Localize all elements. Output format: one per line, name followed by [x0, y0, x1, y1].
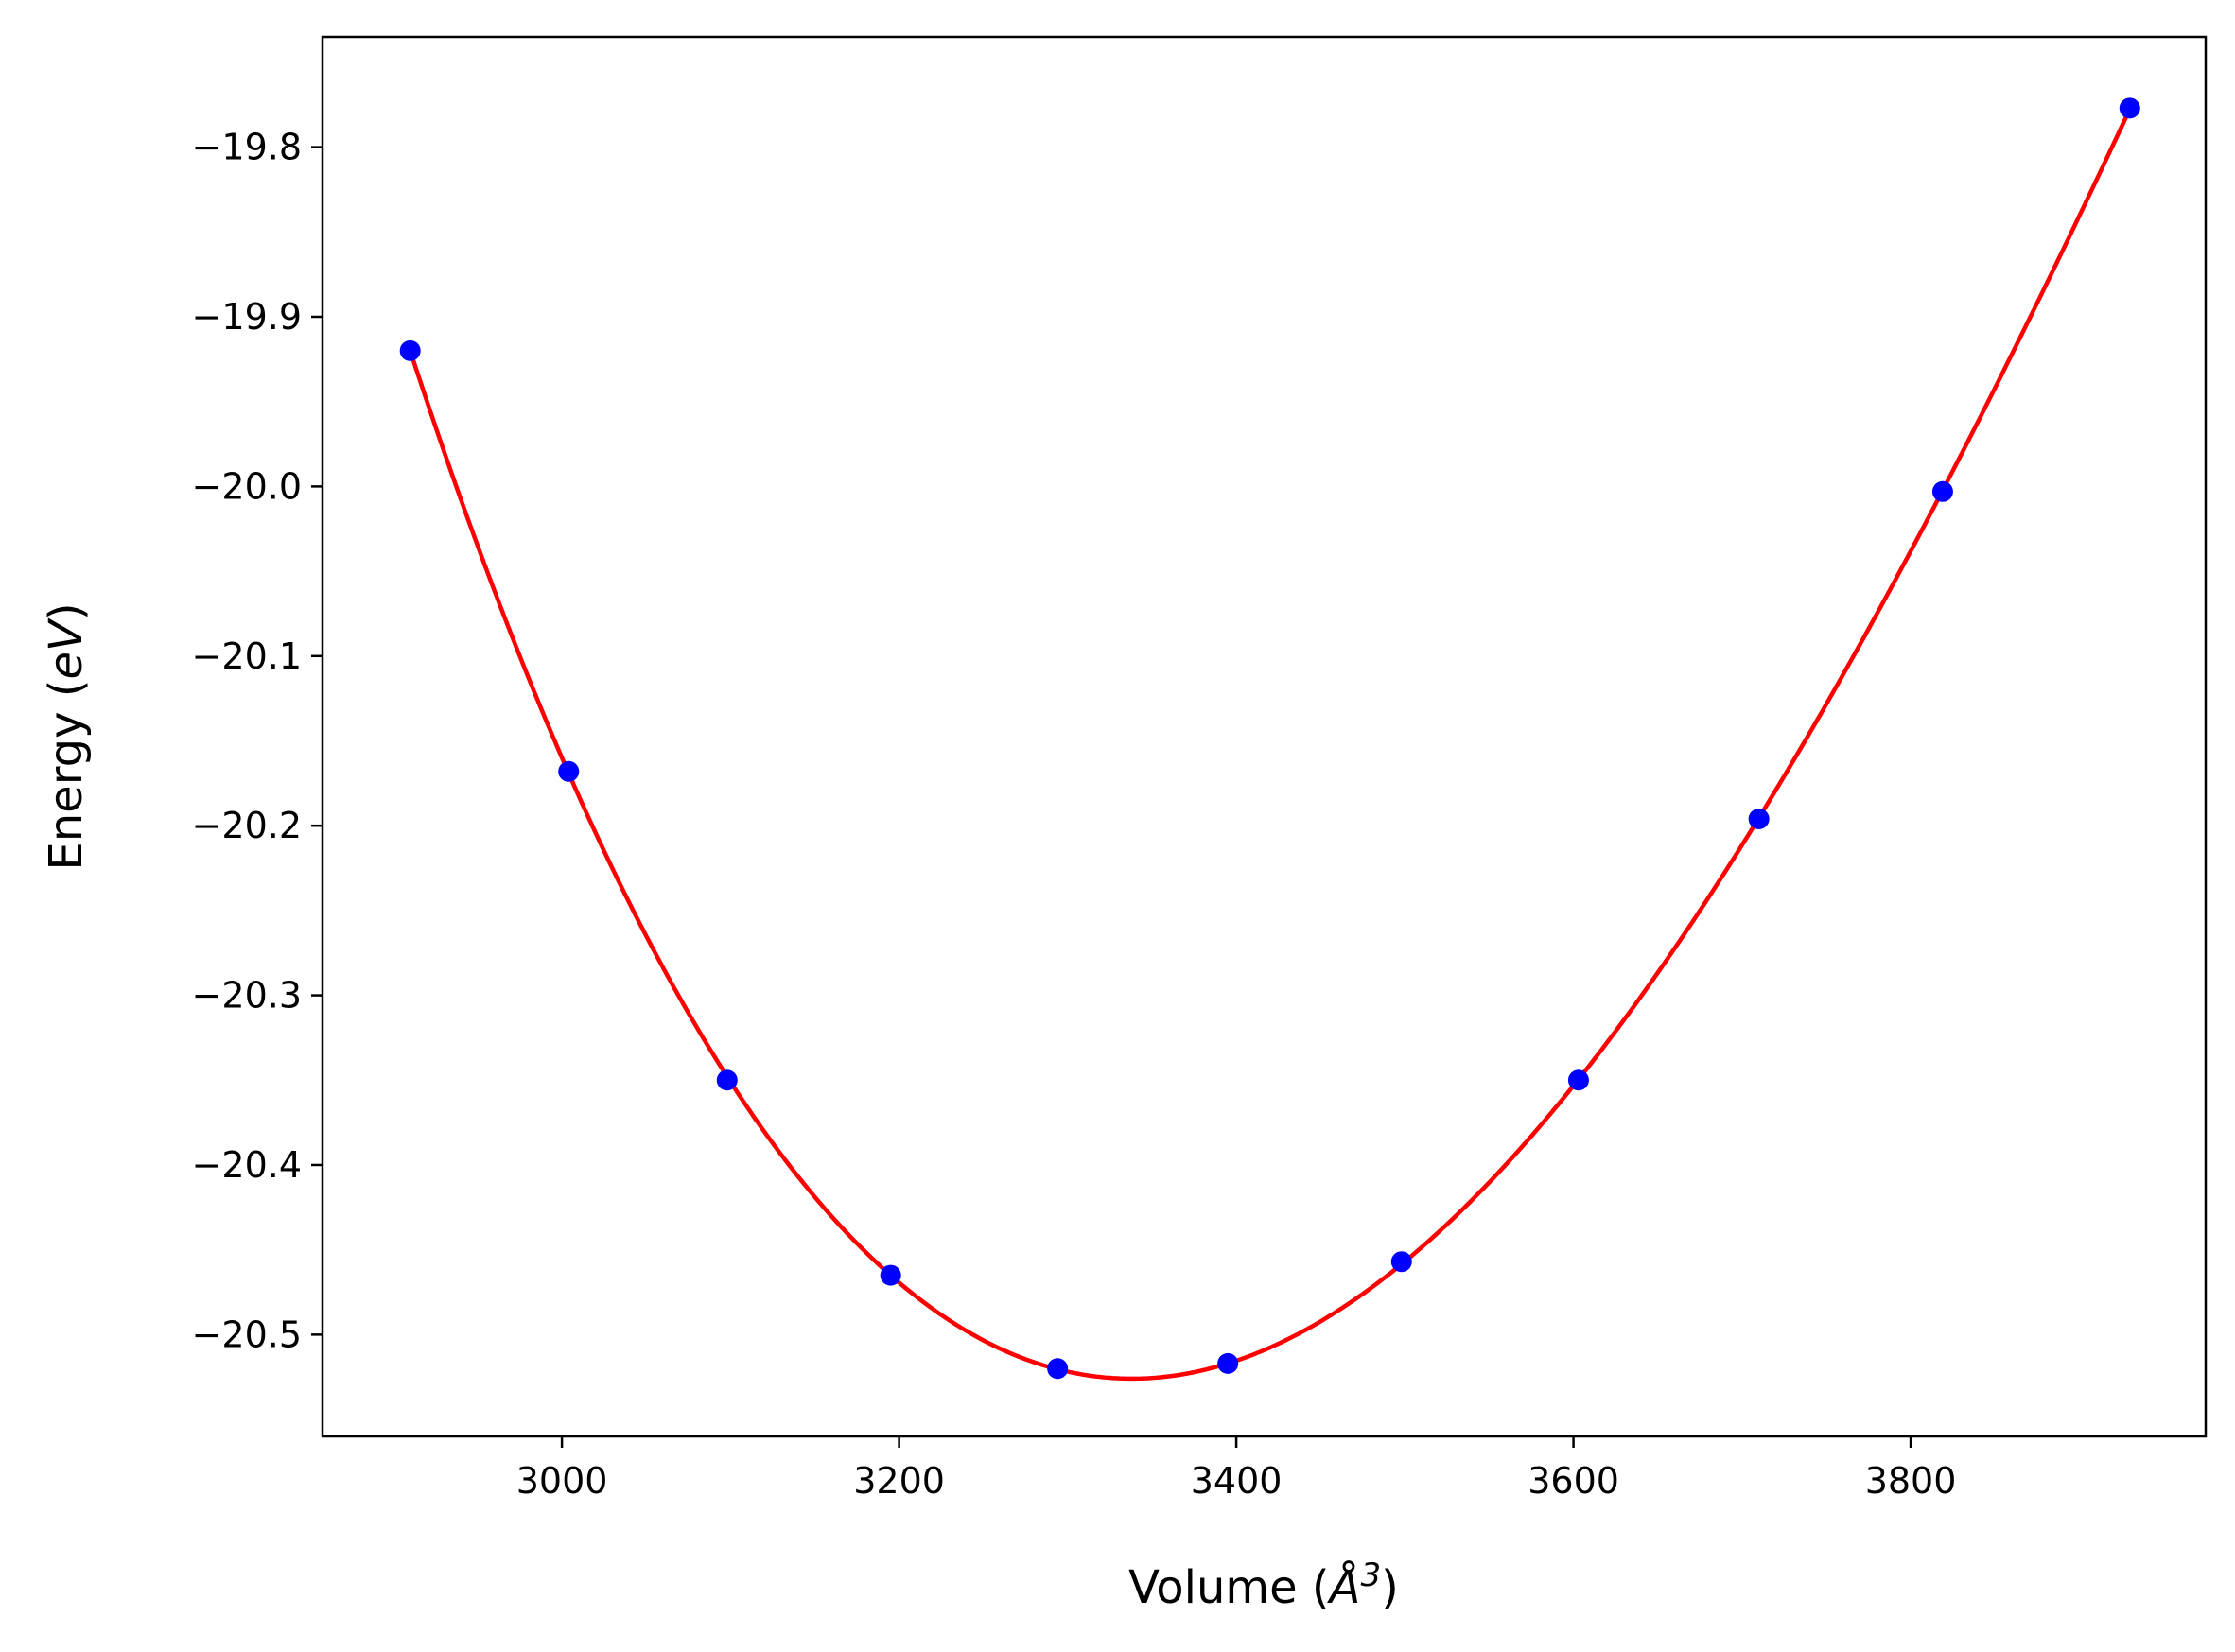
data-point [880, 1264, 901, 1286]
data-point [1748, 809, 1770, 830]
y-axis-ticks: −19.8 −19.9 −20.0 −20.1 −20.2 −20.3 −20.4 −20.5 [192, 127, 323, 1355]
plot-area [399, 97, 2140, 1382]
y-tick-label: −20.4 [192, 1144, 302, 1186]
axes-frame [321, 35, 2208, 1438]
y-tick-label: −20.5 [192, 1313, 302, 1355]
y-axis-label: Energy (eV) [40, 602, 93, 870]
data-point [1567, 1069, 1589, 1091]
data-point [1390, 1251, 1412, 1273]
y-tick-label: −19.8 [192, 127, 302, 168]
fit-curve-line [408, 108, 2132, 1382]
data-point [399, 339, 421, 361]
y-tick-label: −20.0 [192, 465, 302, 507]
x-tick-label: 3000 [516, 1460, 608, 1502]
x-tick-label: 3400 [1191, 1460, 1283, 1502]
data-point [1931, 480, 1953, 502]
x-tick-label: 3200 [853, 1460, 945, 1502]
x-axis-ticks: 3000 3200 3400 3600 3800 [516, 1436, 1957, 1502]
y-tick-label: −20.1 [192, 635, 302, 677]
y-tick-label: −20.3 [192, 975, 302, 1017]
data-point [716, 1069, 738, 1091]
data-point [558, 760, 580, 782]
data-point [1047, 1358, 1069, 1380]
x-axis-label: Volume (Å3) [1128, 1556, 1399, 1614]
y-tick-label: −19.9 [192, 296, 302, 338]
x-tick-label: 3800 [1865, 1460, 1957, 1502]
x-tick-label: 3600 [1528, 1460, 1619, 1502]
data-point [1217, 1352, 1239, 1374]
y-tick-label: −20.2 [192, 805, 302, 846]
data-point [2119, 97, 2140, 119]
